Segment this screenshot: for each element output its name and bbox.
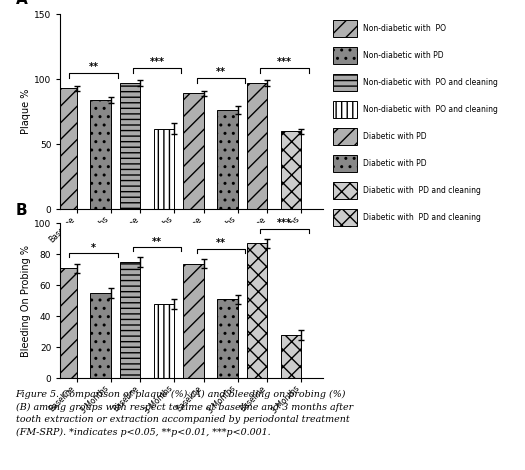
Text: Diabetic with PD: Diabetic with PD bbox=[363, 159, 426, 168]
Bar bbox=[333, 182, 357, 199]
Text: **: ** bbox=[89, 62, 99, 72]
Y-axis label: Bleeding On Probing %: Bleeding On Probing % bbox=[22, 245, 32, 357]
Text: **: ** bbox=[216, 67, 226, 77]
Bar bbox=[217, 110, 238, 209]
Text: Non-diabetic with  PO and cleaning: Non-diabetic with PO and cleaning bbox=[363, 105, 498, 114]
Bar bbox=[333, 101, 357, 118]
Bar bbox=[120, 262, 140, 378]
Bar bbox=[333, 19, 357, 37]
Bar bbox=[333, 209, 357, 226]
Text: ***: *** bbox=[150, 57, 165, 67]
Bar bbox=[153, 304, 174, 378]
Bar bbox=[90, 293, 111, 378]
Bar bbox=[333, 155, 357, 172]
Text: A: A bbox=[16, 0, 27, 8]
Bar bbox=[247, 83, 267, 209]
Bar bbox=[333, 73, 357, 91]
Bar bbox=[333, 47, 357, 64]
Text: *: * bbox=[91, 243, 96, 253]
Bar bbox=[183, 264, 204, 378]
Text: **: ** bbox=[216, 238, 226, 248]
Text: Diabetic with  PD and cleaning: Diabetic with PD and cleaning bbox=[363, 213, 481, 222]
Bar bbox=[56, 88, 77, 209]
Bar bbox=[120, 83, 140, 209]
Text: Figure 5. Comparison of plaque (%) (A) and bleeding on probing (%)
(B) among gro: Figure 5. Comparison of plaque (%) (A) a… bbox=[16, 389, 353, 438]
Text: Diabetic with  PD and cleaning: Diabetic with PD and cleaning bbox=[363, 186, 481, 195]
Text: Diabetic with PD: Diabetic with PD bbox=[363, 132, 426, 141]
Bar bbox=[183, 94, 204, 209]
Text: **: ** bbox=[152, 236, 162, 246]
Bar bbox=[153, 128, 174, 209]
Text: Non-diabetic with  PO: Non-diabetic with PO bbox=[363, 24, 446, 33]
Y-axis label: Plaque %: Plaque % bbox=[22, 89, 32, 134]
Text: Non-diabetic with  PO and cleaning: Non-diabetic with PO and cleaning bbox=[363, 78, 498, 87]
Bar bbox=[281, 131, 301, 209]
Text: ***: *** bbox=[277, 218, 292, 228]
Bar bbox=[281, 335, 301, 378]
Text: ***: *** bbox=[277, 57, 292, 67]
Text: B: B bbox=[16, 204, 27, 219]
Text: Non-diabetic with PD: Non-diabetic with PD bbox=[363, 51, 444, 60]
Bar bbox=[90, 100, 111, 209]
Bar bbox=[56, 268, 77, 378]
Bar bbox=[217, 299, 238, 378]
Bar bbox=[247, 243, 267, 378]
Bar bbox=[333, 128, 357, 145]
